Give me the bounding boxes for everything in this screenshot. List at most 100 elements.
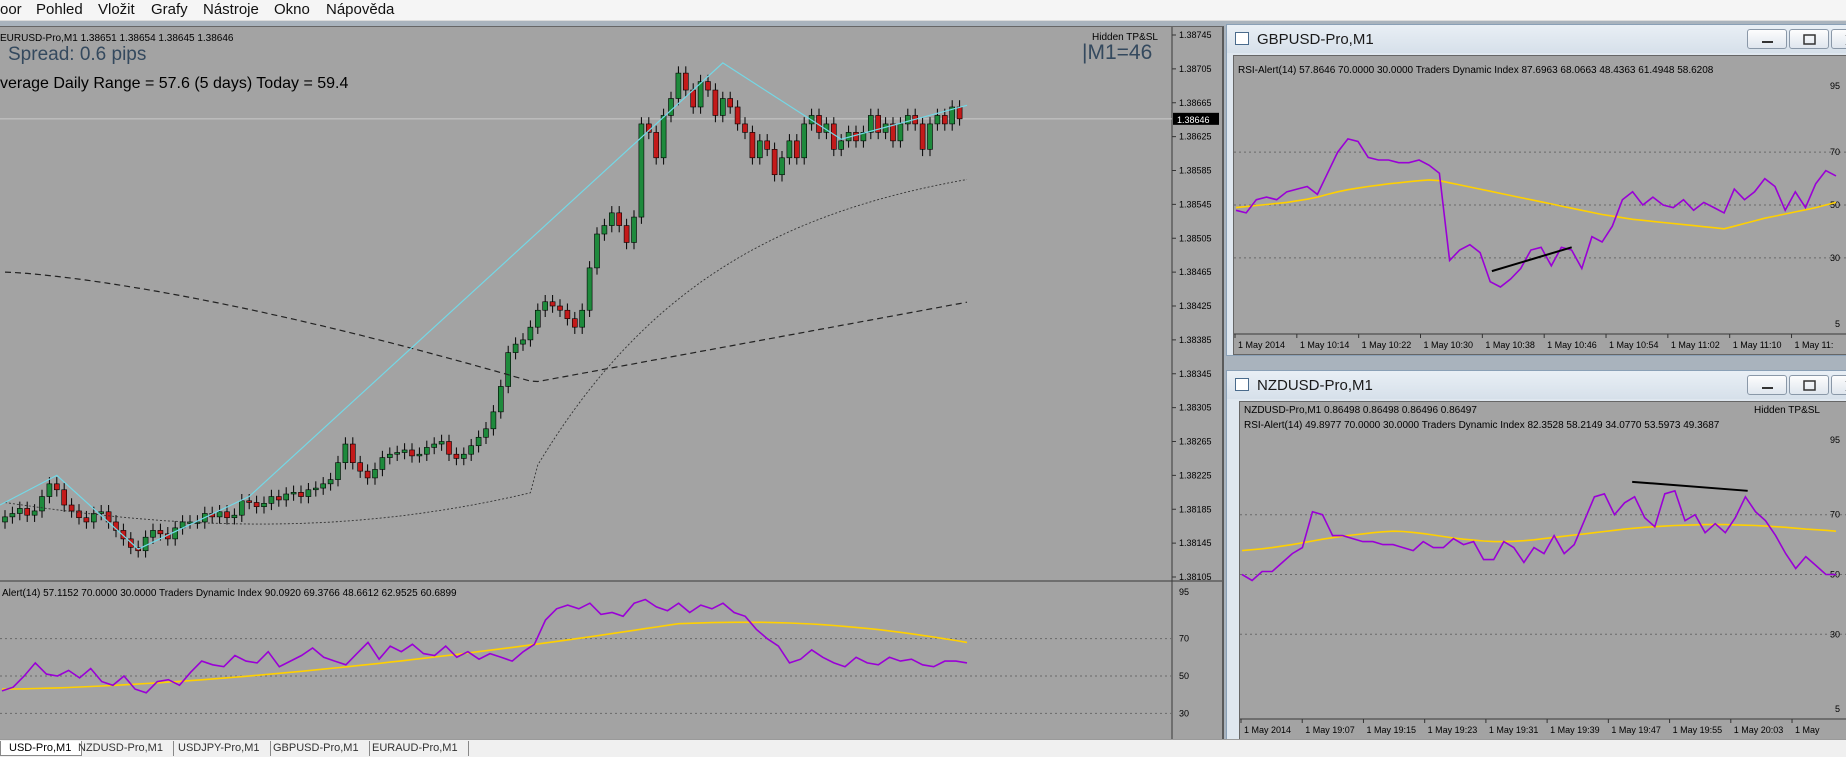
zigzag-line — [0, 62, 968, 550]
indicator-rsi-line — [1235, 137, 1837, 288]
indicator-rsi-line — [1241, 489, 1836, 582]
price-tick-label: 1.38265 — [1179, 437, 1212, 447]
candle — [549, 301, 556, 307]
time-tick-label: 1 May 11:02 — [1671, 340, 1720, 350]
candle — [409, 449, 415, 457]
current-price-label: 1.38646 — [1177, 115, 1210, 125]
candle — [2, 516, 8, 523]
gbpusd-window-title: GBPUSD-Pro,M1 — [1257, 31, 1374, 48]
candle — [239, 500, 245, 516]
candle — [53, 483, 60, 491]
candle — [76, 510, 82, 519]
candle — [897, 123, 904, 142]
trend-line — [1491, 246, 1572, 273]
candle — [919, 123, 926, 150]
close-icon — [1845, 381, 1846, 391]
nzdusd-chart-body[interactable]: 95 70 50 30 5 1 May 2014 1 May 19:07 1 May 19:1… — [1239, 401, 1846, 740]
menu-item-napoveda[interactable]: Nápověda — [326, 1, 395, 18]
candle — [253, 502, 260, 508]
candle — [460, 453, 467, 459]
tab-eurusd[interactable]: USD-Pro,M1 — [0, 741, 83, 756]
menu-item-okno[interactable]: Okno — [274, 1, 310, 18]
eurusd-chart-window[interactable]: 1.38745 1.38705 1.38665 1.38625 1.38585 1.385… — [0, 26, 1224, 740]
indicator-tick-label: 70 — [1830, 510, 1840, 520]
ma-long-line — [4, 271, 968, 383]
indicator-tick-label: 30 — [1830, 629, 1840, 639]
time-tick-label: 1 May 10:38 — [1485, 340, 1535, 350]
indicator-tick-label: 5 — [1835, 319, 1840, 329]
maximize-button[interactable] — [1789, 375, 1829, 395]
gbpusd-title-bar[interactable]: GBPUSD-Pro,M1 — [1227, 25, 1846, 53]
price-tick-label: 1.38745 — [1179, 30, 1212, 40]
indicator-tick-label: 30 — [1830, 253, 1840, 263]
maximize-button[interactable] — [1789, 29, 1829, 49]
candle — [386, 453, 393, 458]
candle — [46, 483, 53, 497]
candle — [483, 428, 489, 438]
candle — [268, 496, 275, 504]
indicator-tick-label: 50 — [1830, 200, 1840, 210]
time-tick-label: 1 May 19:23 — [1428, 725, 1478, 735]
candle — [224, 511, 230, 519]
tab-euraud[interactable]: EURAUD-Pro,M1 — [364, 741, 469, 756]
price-tick-label: 1.38705 — [1179, 64, 1212, 74]
tab-gbpusd[interactable]: GBPUSD-Pro,M1 — [265, 741, 370, 756]
minimize-icon — [1762, 41, 1773, 43]
indicator-tick-label: 70 — [1179, 634, 1189, 644]
candle — [608, 212, 615, 226]
close-button[interactable] — [1831, 375, 1846, 395]
minimize-button[interactable] — [1747, 375, 1787, 395]
minimize-button[interactable] — [1747, 29, 1787, 49]
menu-item-vlozit[interactable]: Vložit — [98, 1, 135, 18]
time-tick-label: 1 May 20:03 — [1734, 725, 1784, 735]
candle — [830, 123, 837, 150]
nzdusd-title-bar[interactable]: NZDUSD-Pro,M1 — [1227, 371, 1846, 399]
gbpusd-chart-body[interactable]: 95 70 50 30 5 1 May 2014 1 May 10:14 1 May 10:2… — [1233, 55, 1846, 355]
menu-item-pohled[interactable]: Pohled — [36, 1, 83, 18]
candle — [564, 309, 571, 320]
candle — [342, 443, 349, 463]
candle — [690, 89, 697, 108]
eurusd-chart-canvas[interactable]: 1.38745 1.38705 1.38665 1.38625 1.38585 1.385… — [0, 27, 1222, 740]
candle — [120, 530, 127, 540]
candle — [453, 453, 460, 459]
minimize-icon — [1762, 387, 1773, 389]
candle — [594, 233, 600, 269]
candle — [956, 106, 963, 120]
candle — [401, 449, 408, 453]
menu-item-soubor[interactable]: oor — [0, 1, 22, 18]
candle — [586, 267, 593, 311]
chart-window-icon — [1235, 378, 1249, 391]
candle — [860, 132, 867, 142]
time-tick-label: 1 May 19:55 — [1673, 725, 1723, 735]
time-tick-label: 1 May 11: — [1795, 340, 1834, 350]
ma-short-line — [4, 179, 968, 525]
menu-item-nastroje[interactable]: Nástroje — [203, 1, 259, 18]
gbpusd-indicator-canvas[interactable]: 95 70 50 30 5 1 May 2014 1 May 10:14 1 May 10:2… — [1234, 56, 1846, 355]
candle — [660, 115, 667, 159]
candle — [779, 157, 785, 176]
candle — [505, 352, 512, 387]
candle — [697, 81, 704, 108]
menu-bar: oor Pohled Vložit Grafy Nástroje Okno Ná… — [0, 0, 1846, 21]
candle — [853, 132, 859, 142]
time-tick-label: 1 May 2014 — [1238, 340, 1285, 350]
candle — [867, 115, 874, 133]
candle — [283, 493, 290, 501]
time-tick-label: 1 May 19:31 — [1489, 725, 1539, 735]
gbpusd-chart-window[interactable]: GBPUSD-Pro,M1 95 70 50 30 5 1 May 2014 1 May 1… — [1226, 24, 1846, 356]
close-button[interactable] — [1831, 29, 1846, 49]
tab-usdjpy[interactable]: USDJPY-Pro,M1 — [170, 741, 271, 756]
candle — [261, 503, 267, 508]
candle — [623, 225, 630, 243]
candle — [712, 89, 719, 116]
time-tick-label: 1 May 10:46 — [1547, 340, 1597, 350]
candle — [475, 436, 482, 447]
tab-nzdusd[interactable]: NZDUSD-Pro,M1 — [70, 741, 174, 756]
candle — [157, 530, 164, 535]
nzdusd-chart-window[interactable]: NZDUSD-Pro,M1 95 70 50 30 5 1 May 2014 1 May 1… — [1226, 370, 1846, 741]
candle — [61, 489, 68, 506]
candle — [468, 445, 475, 455]
menu-item-grafy[interactable]: Grafy — [151, 1, 188, 18]
